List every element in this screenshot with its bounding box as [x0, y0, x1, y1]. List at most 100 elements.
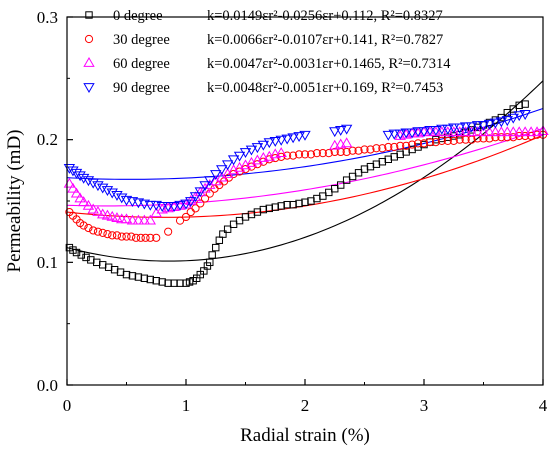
data-point-series-2: [509, 133, 518, 142]
data-point-series-1: [295, 199, 303, 208]
data-point-series-4: [293, 132, 305, 143]
data-point-series-2: [283, 151, 292, 160]
legend-marker-series-2: [84, 34, 94, 44]
data-point-series-4: [180, 199, 192, 210]
data-point-series-4: [168, 202, 180, 212]
data-point-series-1: [212, 243, 220, 252]
data-point-series-4: [340, 124, 353, 135]
data-point-series-3: [525, 126, 537, 137]
data-point-series-2: [473, 134, 482, 143]
data-point-series-2: [306, 150, 316, 159]
data-point-series-4: [221, 160, 234, 171]
data-point-series-4: [519, 110, 531, 120]
data-point-series-4: [245, 145, 258, 156]
legend: 0 degree k=0.0149εr²-0.0256εr+0.112, R²=0…: [83, 8, 451, 96]
data-point-series-1: [128, 272, 137, 280]
data-point-series-2: [443, 136, 452, 145]
data-point-series-4: [263, 138, 275, 149]
data-point-series-1: [208, 251, 216, 259]
data-point-series-4: [477, 121, 490, 131]
data-point-series-1: [215, 236, 224, 244]
data-point-series-1: [354, 169, 363, 177]
legend-label-series-4: 90 degree: [113, 80, 170, 96]
data-point-series-2: [289, 151, 298, 160]
data-point-series-1: [378, 158, 387, 166]
data-point-series-2: [122, 232, 131, 241]
data-point-series-1: [99, 261, 107, 269]
data-point-series-4: [287, 133, 299, 144]
data-point-series-4: [216, 165, 228, 176]
data-point-series-2: [384, 142, 393, 152]
data-point-series-3: [77, 196, 90, 207]
data-point-series-2: [366, 145, 375, 154]
data-point-series-4: [394, 129, 406, 140]
x-tick-label: 0: [63, 396, 72, 415]
data-point-series-1: [390, 153, 398, 161]
data-point-series-3: [501, 126, 513, 137]
data-point-series-1: [277, 202, 285, 210]
data-point-series-3: [436, 126, 448, 137]
plot-frame: [66, 16, 544, 386]
data-point-series-4: [199, 181, 211, 192]
data-point-series-4: [101, 186, 114, 197]
data-point-series-2: [408, 140, 417, 149]
data-point-series-3: [204, 179, 216, 189]
data-point-series-1: [116, 268, 125, 276]
data-point-series-3: [483, 126, 496, 137]
data-point-series-1: [235, 216, 244, 225]
data-point-series-1: [176, 279, 184, 287]
data-point-series-4: [87, 178, 99, 189]
data-point-series-1: [170, 279, 178, 287]
data-point-series-4: [436, 124, 448, 135]
data-point-series-1: [223, 225, 232, 233]
data-point-series-4: [513, 111, 525, 122]
data-point-series-4: [430, 125, 442, 136]
data-point-series-4: [82, 176, 95, 187]
data-point-series-2: [136, 233, 145, 242]
data-point-series-2: [300, 150, 310, 159]
data-point-series-4: [106, 188, 118, 199]
data-point-series-3: [454, 126, 466, 137]
data-point-series-4: [335, 125, 347, 136]
data-point-series-4: [251, 143, 264, 154]
data-point-series-3: [459, 126, 472, 137]
legend-equation-series-1: k=0.0149εr²-0.0256εr+0.112, R²=0.8327: [207, 8, 443, 24]
data-point-series-1: [360, 165, 369, 173]
data-point-series-4: [382, 130, 394, 141]
data-point-series-3: [221, 167, 234, 178]
data-point-series-1: [122, 270, 131, 279]
data-point-series-4: [156, 202, 168, 212]
data-point-series-3: [70, 187, 83, 198]
data-point-series-2: [108, 231, 117, 240]
data-point-series-4: [465, 122, 478, 133]
data-point-series-1: [82, 253, 90, 262]
data-points: [63, 100, 549, 287]
data-point-series-3: [97, 208, 109, 219]
data-point-series-1: [158, 278, 166, 286]
data-point-series-1: [146, 275, 155, 284]
y-tick-label: 0.2: [37, 130, 58, 149]
data-point-series-1: [152, 277, 160, 285]
data-point-series-3: [144, 214, 156, 225]
data-point-series-3: [477, 126, 490, 137]
data-point-series-2: [112, 231, 122, 240]
data-point-series-4: [67, 166, 79, 177]
data-point-series-2: [431, 138, 440, 147]
data-point-series-2: [294, 150, 304, 159]
data-point-series-3: [126, 214, 139, 225]
data-point-series-4: [74, 171, 86, 182]
data-point-series-3: [132, 214, 145, 225]
legend-equation-series-3: k=0.0047εr²-0.0031εr+0.1465, R²=0.7314: [207, 56, 451, 72]
data-point-series-2: [84, 223, 93, 233]
data-point-series-1: [87, 256, 95, 264]
data-point-series-4: [507, 113, 519, 124]
data-point-series-1: [134, 273, 143, 281]
data-point-series-2: [93, 227, 103, 236]
data-point-series-1: [93, 258, 101, 267]
legend-label-series-1: 0 degree: [113, 8, 163, 24]
data-point-series-4: [471, 121, 484, 131]
y-tick-label: 0.1: [37, 253, 58, 272]
data-point-series-4: [239, 148, 252, 158]
data-point-series-4: [111, 191, 123, 201]
